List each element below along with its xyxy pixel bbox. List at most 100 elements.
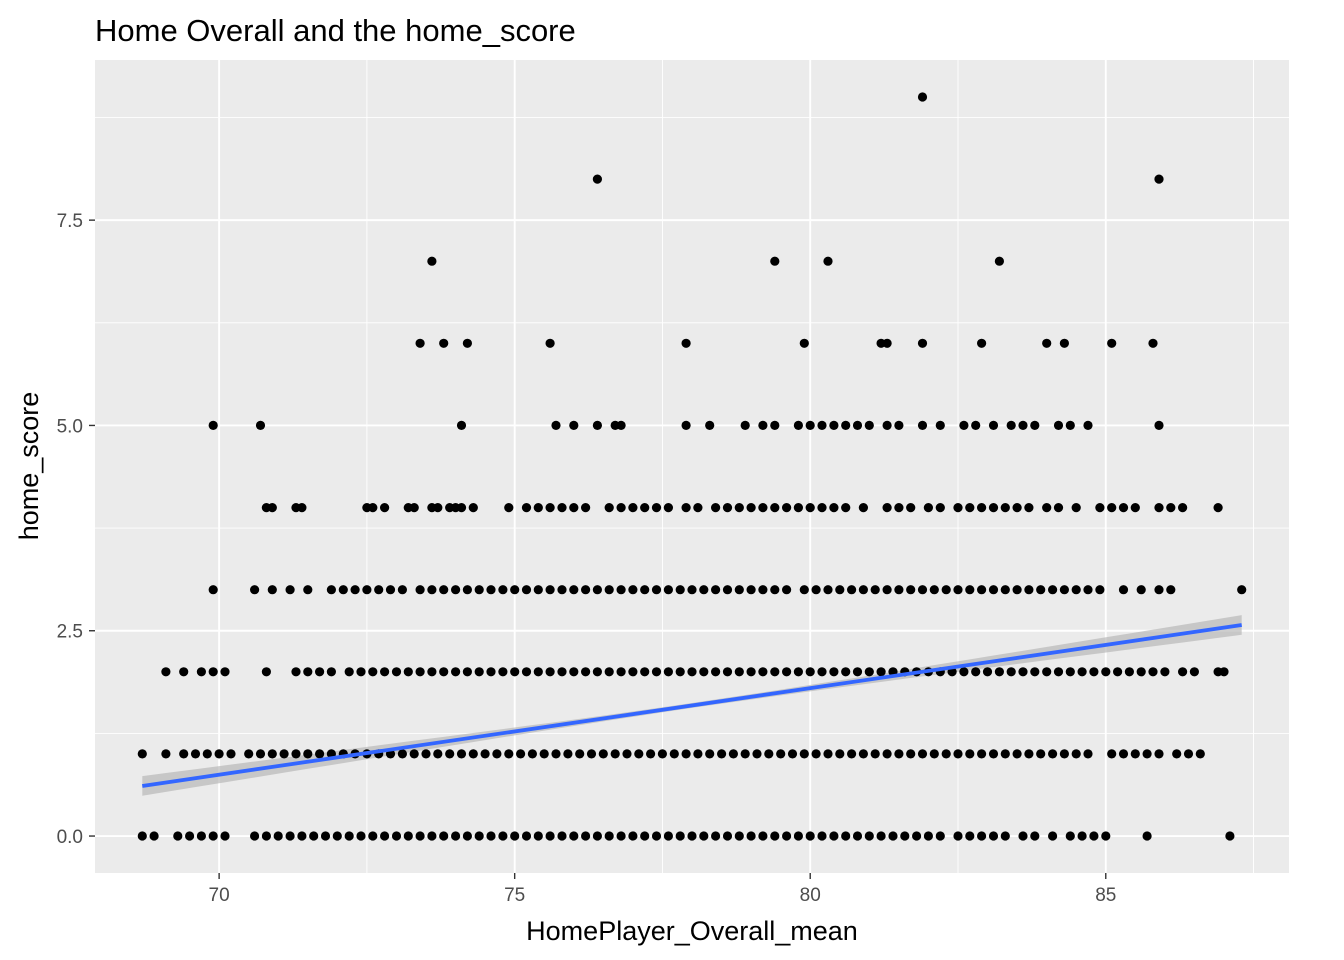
data-point: [847, 585, 856, 594]
data-point: [392, 667, 401, 676]
data-point: [817, 667, 826, 676]
data-point: [581, 667, 590, 676]
data-point: [534, 667, 543, 676]
data-point: [1119, 749, 1128, 758]
data-point: [676, 831, 685, 840]
data-point: [782, 585, 791, 594]
data-point: [652, 831, 661, 840]
data-point: [510, 667, 519, 676]
data-point: [209, 585, 218, 594]
data-point: [1048, 831, 1057, 840]
data-point: [823, 257, 832, 266]
data-point: [1072, 585, 1081, 594]
y-axis-title: home_score: [14, 392, 44, 541]
data-point: [256, 749, 265, 758]
data-point: [333, 831, 342, 840]
data-point: [1072, 749, 1081, 758]
data-point: [522, 831, 531, 840]
data-point: [439, 831, 448, 840]
data-point: [546, 503, 555, 512]
data-point: [1007, 667, 1016, 676]
data-point: [1001, 749, 1010, 758]
data-point: [800, 339, 809, 348]
data-point: [995, 257, 1004, 266]
data-point: [699, 831, 708, 840]
data-point: [451, 667, 460, 676]
data-point: [687, 667, 696, 676]
data-point: [161, 749, 170, 758]
data-point: [427, 831, 436, 840]
data-point: [197, 831, 206, 840]
data-point: [209, 831, 218, 840]
data-point: [587, 749, 596, 758]
data-point: [315, 667, 324, 676]
data-point: [1178, 503, 1187, 512]
data-point: [268, 749, 277, 758]
data-point: [345, 667, 354, 676]
data-point: [664, 585, 673, 594]
data-point: [569, 503, 578, 512]
data-point: [250, 585, 259, 594]
data-point: [817, 421, 826, 430]
data-point: [1083, 421, 1092, 430]
data-point: [983, 667, 992, 676]
data-point: [1125, 667, 1134, 676]
data-point: [374, 585, 383, 594]
data-point: [1178, 667, 1187, 676]
data-point: [942, 749, 951, 758]
data-point: [557, 585, 566, 594]
data-point: [209, 667, 218, 676]
data-point: [995, 667, 1004, 676]
data-point: [599, 749, 608, 758]
data-point: [1119, 585, 1128, 594]
data-point: [463, 339, 472, 348]
data-point: [416, 585, 425, 594]
data-point: [1154, 585, 1163, 594]
data-point: [356, 831, 365, 840]
data-point: [617, 421, 626, 430]
data-point: [853, 831, 862, 840]
data-point: [906, 585, 915, 594]
data-point: [386, 585, 395, 594]
data-point: [877, 667, 886, 676]
data-point: [770, 831, 779, 840]
data-point: [676, 667, 685, 676]
data-point: [1143, 749, 1152, 758]
data-point: [220, 667, 229, 676]
data-point: [498, 585, 507, 594]
data-point: [953, 831, 962, 840]
y-tick-label: 7.5: [57, 211, 83, 232]
data-point: [522, 503, 531, 512]
data-point: [1066, 831, 1075, 840]
data-point: [1060, 339, 1069, 348]
data-point: [380, 831, 389, 840]
data-point: [794, 831, 803, 840]
data-point: [398, 749, 407, 758]
data-point: [699, 667, 708, 676]
y-tick-label: 2.5: [57, 622, 83, 643]
data-point: [918, 339, 927, 348]
data-point: [965, 831, 974, 840]
data-point: [522, 667, 531, 676]
data-point: [1030, 831, 1039, 840]
data-point: [1001, 831, 1010, 840]
data-point: [682, 421, 691, 430]
data-point: [427, 585, 436, 594]
data-point: [492, 749, 501, 758]
data-point: [676, 585, 685, 594]
data-point: [1131, 749, 1140, 758]
data-point: [989, 831, 998, 840]
data-point: [628, 585, 637, 594]
data-point: [1089, 831, 1098, 840]
data-point: [747, 503, 756, 512]
data-point: [569, 667, 578, 676]
data-point: [303, 749, 312, 758]
data-point: [1007, 421, 1016, 430]
data-point: [1013, 503, 1022, 512]
data-point: [747, 585, 756, 594]
data-point: [1018, 831, 1027, 840]
data-point: [309, 831, 318, 840]
x-axis-title: HomePlayer_Overall_mean: [526, 916, 858, 946]
data-point: [1036, 585, 1045, 594]
data-point: [1101, 667, 1110, 676]
